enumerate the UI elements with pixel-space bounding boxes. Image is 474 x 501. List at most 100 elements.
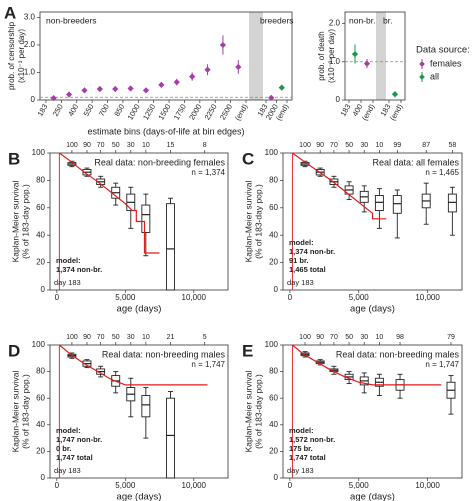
- top-tick-label: 90: [83, 142, 91, 149]
- group-label: breeders: [260, 15, 294, 25]
- top-tick-label: 99: [393, 142, 401, 149]
- legend-marker: [419, 74, 425, 80]
- point: [81, 87, 88, 94]
- y-tick-label: 3.0: [24, 13, 36, 22]
- x-tick-label: 0: [288, 293, 293, 302]
- y-tick-label: 60: [269, 203, 278, 212]
- y-tick-label: 2.0: [329, 19, 341, 28]
- x-tick-label: 0: [55, 481, 60, 490]
- bin-edge-label: 550: [82, 102, 96, 117]
- top-tick-label: 10: [142, 334, 150, 341]
- box: [374, 195, 384, 211]
- y-axis-title: (x10⁻³ per day): [327, 29, 336, 83]
- y-axis-title: prob. of censorship: [7, 21, 16, 90]
- start-day-label: day 183: [287, 278, 314, 287]
- x-axis-title: age (days): [117, 304, 162, 315]
- bin-edge-label: 250: [51, 102, 65, 117]
- y-tick-label: 40: [36, 420, 45, 429]
- y-tick-label: 0: [336, 95, 341, 104]
- legend-marker: [419, 61, 425, 67]
- plot-frame: [282, 344, 463, 479]
- box: [141, 204, 151, 233]
- y-tick-label: 2.0: [24, 40, 36, 49]
- x-axis-title: age (days): [350, 492, 395, 501]
- y-tick-label: 0: [31, 95, 36, 104]
- y-tick-label: 80: [36, 367, 45, 376]
- top-tick-label: 21: [167, 334, 175, 341]
- point: [112, 85, 119, 93]
- box: [166, 397, 175, 479]
- box: [141, 395, 151, 418]
- point: [204, 66, 211, 73]
- bin-edge-label: 1250: [141, 102, 157, 121]
- top-tick-label: 30: [127, 334, 135, 341]
- group-label: non-br.: [349, 15, 375, 25]
- y-tick-label: 1.0: [329, 57, 341, 66]
- top-tick-label: 10: [142, 142, 150, 149]
- y-axis-title: prob. of death: [317, 31, 326, 80]
- point: [189, 73, 196, 80]
- model-text: 175 br.: [289, 444, 313, 453]
- top-tick-label: 50: [345, 142, 353, 149]
- group-label: non-breeders: [46, 15, 97, 25]
- y-tick-label: 20: [36, 447, 45, 456]
- y-tick-label: 0: [41, 285, 46, 294]
- top-tick-label: 50: [112, 142, 120, 149]
- model-text: model:: [56, 426, 81, 435]
- y-tick-label: 100: [32, 340, 46, 349]
- y-tick-label: 20: [269, 258, 278, 267]
- plot-frame: [49, 152, 229, 291]
- x-tick-label: 5,000: [115, 293, 136, 302]
- x-axis-title: age (days): [350, 304, 395, 315]
- point: [127, 85, 134, 92]
- real-data-n: n = 1,465: [425, 168, 459, 177]
- y-tick-label: 0: [274, 285, 279, 294]
- x-tick-label: 10,000: [182, 293, 207, 302]
- top-tick-label: 50: [345, 334, 353, 341]
- bin-edge-label: 1750: [172, 102, 188, 121]
- plot-frame: [39, 11, 293, 101]
- y-tick-label: 20: [269, 447, 278, 456]
- group-separator: [376, 12, 386, 100]
- x-tick-label: 5,000: [349, 293, 370, 302]
- y-tick-label: 20: [36, 258, 45, 267]
- legend-label: females: [430, 58, 462, 68]
- box: [447, 193, 457, 213]
- top-tick-label: 30: [127, 142, 135, 149]
- top-tick-label: 8: [203, 142, 207, 149]
- panel-label: B: [8, 149, 20, 168]
- top-tick-label: 100: [299, 142, 311, 149]
- point: [173, 79, 180, 86]
- x-tick-label: 0: [288, 481, 293, 490]
- y-axis-title: Kaplan-Meier survival: [243, 181, 253, 263]
- bin-edge-label: (end): [388, 102, 405, 122]
- top-tick-label: 58: [448, 142, 456, 149]
- y-axis-title: (% of 183-day pop.): [20, 374, 30, 449]
- model-text: 1,572 non-br.: [289, 435, 335, 444]
- real-data-line: [59, 152, 160, 254]
- y-tick-label: 60: [36, 203, 45, 212]
- top-tick-label: 90: [83, 334, 91, 341]
- box: [392, 195, 402, 214]
- box: [166, 203, 175, 291]
- plot-frame: [282, 152, 463, 291]
- point: [96, 85, 103, 93]
- y-axis-title: (x10⁻³ per day): [17, 29, 26, 83]
- model-text: model:: [289, 426, 314, 435]
- real-data-label: Real data: all females: [372, 157, 459, 167]
- y-tick-label: 100: [265, 148, 279, 157]
- top-tick-label: 10: [375, 334, 383, 341]
- real-data-n: n = 1,747: [425, 360, 459, 369]
- model-text: 0 br.: [56, 444, 71, 453]
- top-tick-label: 10: [375, 142, 383, 149]
- top-tick-label: 100: [299, 334, 311, 341]
- real-data-label: Real data: non-breeding males: [336, 349, 460, 359]
- y-tick-label: 80: [269, 176, 278, 185]
- plot-frame: [49, 344, 229, 479]
- legend-label: all: [430, 71, 439, 81]
- top-tick-label: 5: [203, 334, 207, 341]
- bin-edge-label: 2250: [203, 102, 219, 121]
- top-tick-label: 30: [360, 142, 368, 149]
- bin-edge-label: 2000: [187, 102, 203, 121]
- top-tick-label: 70: [97, 334, 105, 341]
